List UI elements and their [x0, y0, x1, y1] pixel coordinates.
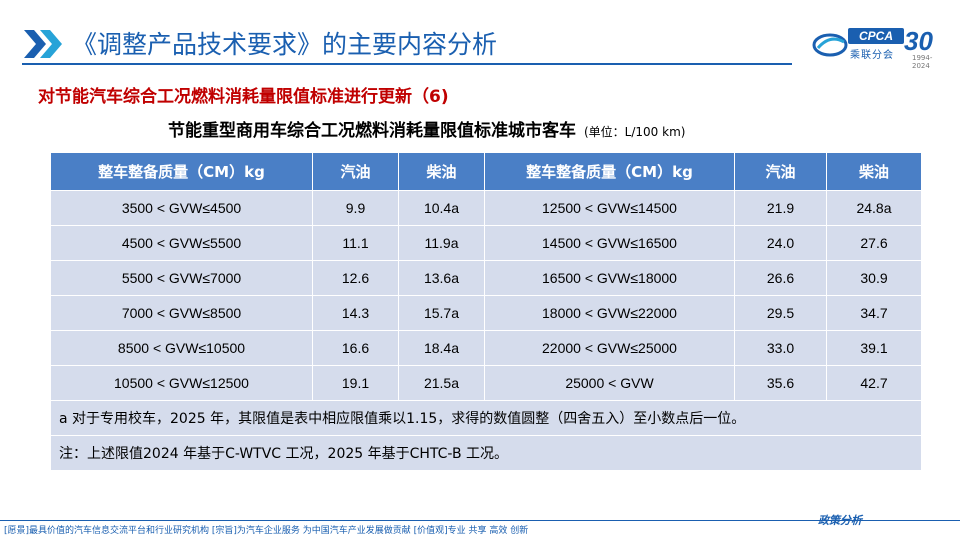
footer-divider: [0, 520, 960, 521]
table-cell: 9.9: [312, 190, 399, 226]
page-title: 《调整产品技术要求》的主要内容分析: [72, 30, 498, 59]
header-cell-mass-1: 整车整备质量（CM）kg: [50, 152, 313, 191]
table-cell: 3500 < GVW≤4500: [50, 190, 313, 226]
table-row: 5500 < GVW≤7000 12.6 13.6a 16500 < GVW≤1…: [50, 260, 922, 296]
table-cell: 14.3: [312, 295, 399, 331]
footer-slogan: [愿景]最具价值的汽车信息交流平台和行业研究机构 [宗旨]为汽车企业服务 为中国…: [4, 526, 529, 536]
logo-anniversary-sub: 1994-2024: [912, 54, 933, 70]
table-note-row: 注：上述限值2024 年基于C-WTVC 工况，2025 年基于CHTC-B 工…: [50, 435, 922, 471]
table-cell: 24.8a: [826, 190, 922, 226]
note-school-bus: a 对于专用校车，2025 年，其限值是表中相应限值乘以1.15，求得的数值圆整…: [50, 400, 922, 436]
table-cell: 21.9: [734, 190, 827, 226]
header-cell-diesel-2: 柴油: [826, 152, 922, 191]
table-row: 7000 < GVW≤8500 14.3 15.7a 18000 < GVW≤2…: [50, 295, 922, 331]
table-unit: (单位：L/100 km): [584, 125, 686, 139]
header-arrows-icon: [22, 28, 64, 60]
table-row: 4500 < GVW≤5500 11.1 11.9a 14500 < GVW≤1…: [50, 225, 922, 261]
table-cell: 4500 < GVW≤5500: [50, 225, 313, 261]
table-cell: 11.9a: [398, 225, 485, 261]
note-test-cycle: 注：上述限值2024 年基于C-WTVC 工况，2025 年基于CHTC-B 工…: [50, 435, 922, 471]
table-row: 8500 < GVW≤10500 16.6 18.4a 22000 < GVW≤…: [50, 330, 922, 366]
table-cell: 16500 < GVW≤18000: [484, 260, 735, 296]
table-cell: 34.7: [826, 295, 922, 331]
table-cell: 35.6: [734, 365, 827, 401]
table-cell: 10500 < GVW≤12500: [50, 365, 313, 401]
table-row: 10500 < GVW≤12500 19.1 21.5a 25000 < GVW…: [50, 365, 922, 401]
table-title: 节能重型商用车综合工况燃料消耗量限值标准城市客车 (单位：L/100 km): [168, 116, 685, 141]
table-title-text: 节能重型商用车综合工况燃料消耗量限值标准城市客车: [168, 121, 576, 141]
cpca-logo: CPCA 乘联分会 30 1994-2024: [812, 26, 942, 70]
table-cell: 16.6: [312, 330, 399, 366]
table-cell: 29.5: [734, 295, 827, 331]
table-row: 3500 < GVW≤4500 9.9 10.4a 12500 < GVW≤14…: [50, 190, 922, 226]
table-cell: 30.9: [826, 260, 922, 296]
table-cell: 5500 < GVW≤7000: [50, 260, 313, 296]
table-cell: 14500 < GVW≤16500: [484, 225, 735, 261]
table-cell: 18.4a: [398, 330, 485, 366]
header-cell-diesel-1: 柴油: [398, 152, 485, 191]
table-cell: 39.1: [826, 330, 922, 366]
subtitle: 对节能汽车综合工况燃料消耗量限值标准进行更新（6): [38, 87, 449, 107]
table-cell: 11.1: [312, 225, 399, 261]
table-cell: 7000 < GVW≤8500: [50, 295, 313, 331]
table-cell: 27.6: [826, 225, 922, 261]
table-header-row: 整车整备质量（CM）kg 汽油 柴油 整车整备质量（CM）kg 汽油 柴油: [50, 152, 922, 191]
logo-brand: CPCA: [848, 28, 904, 44]
table-cell: 24.0: [734, 225, 827, 261]
fuel-limit-table: 整车整备质量（CM）kg 汽油 柴油 整车整备质量（CM）kg 汽油 柴油 35…: [50, 152, 922, 471]
logo-cn-name: 乘联分会: [850, 50, 894, 61]
table-cell: 22000 < GVW≤25000: [484, 330, 735, 366]
table-cell: 21.5a: [398, 365, 485, 401]
table-cell: 19.1: [312, 365, 399, 401]
car-emblem-icon: [812, 33, 848, 57]
table-cell: 8500 < GVW≤10500: [50, 330, 313, 366]
table-cell: 26.6: [734, 260, 827, 296]
table-cell: 12.6: [312, 260, 399, 296]
table-cell: 12500 < GVW≤14500: [484, 190, 735, 226]
logo-anniversary: 30: [904, 26, 933, 56]
footer-brand: 政策分析: [818, 514, 862, 527]
header-cell-gasoline-2: 汽油: [734, 152, 827, 191]
table-cell: 25000 < GVW: [484, 365, 735, 401]
title-divider: [22, 63, 792, 65]
header-cell-gasoline-1: 汽油: [312, 152, 399, 191]
table-cell: 13.6a: [398, 260, 485, 296]
header-cell-mass-2: 整车整备质量（CM）kg: [484, 152, 735, 191]
table-cell: 10.4a: [398, 190, 485, 226]
table-note-row: a 对于专用校车，2025 年，其限值是表中相应限值乘以1.15，求得的数值圆整…: [50, 400, 922, 436]
table-cell: 42.7: [826, 365, 922, 401]
table-cell: 18000 < GVW≤22000: [484, 295, 735, 331]
table-cell: 15.7a: [398, 295, 485, 331]
table-cell: 33.0: [734, 330, 827, 366]
